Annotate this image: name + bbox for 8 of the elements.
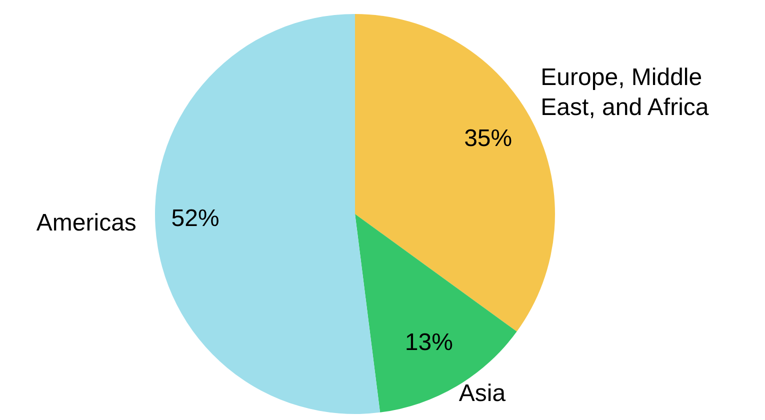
- data-label: 35%: [464, 125, 512, 152]
- pie-slice: [155, 14, 380, 414]
- data-label: 13%: [404, 328, 453, 356]
- slice-label: Americas: [36, 208, 136, 236]
- data-label: 52%: [171, 205, 220, 232]
- slice-label: Asia: [458, 380, 506, 407]
- pie-slice: [355, 214, 517, 412]
- slice-label: Europe, Middle East, and Africa: [540, 63, 710, 120]
